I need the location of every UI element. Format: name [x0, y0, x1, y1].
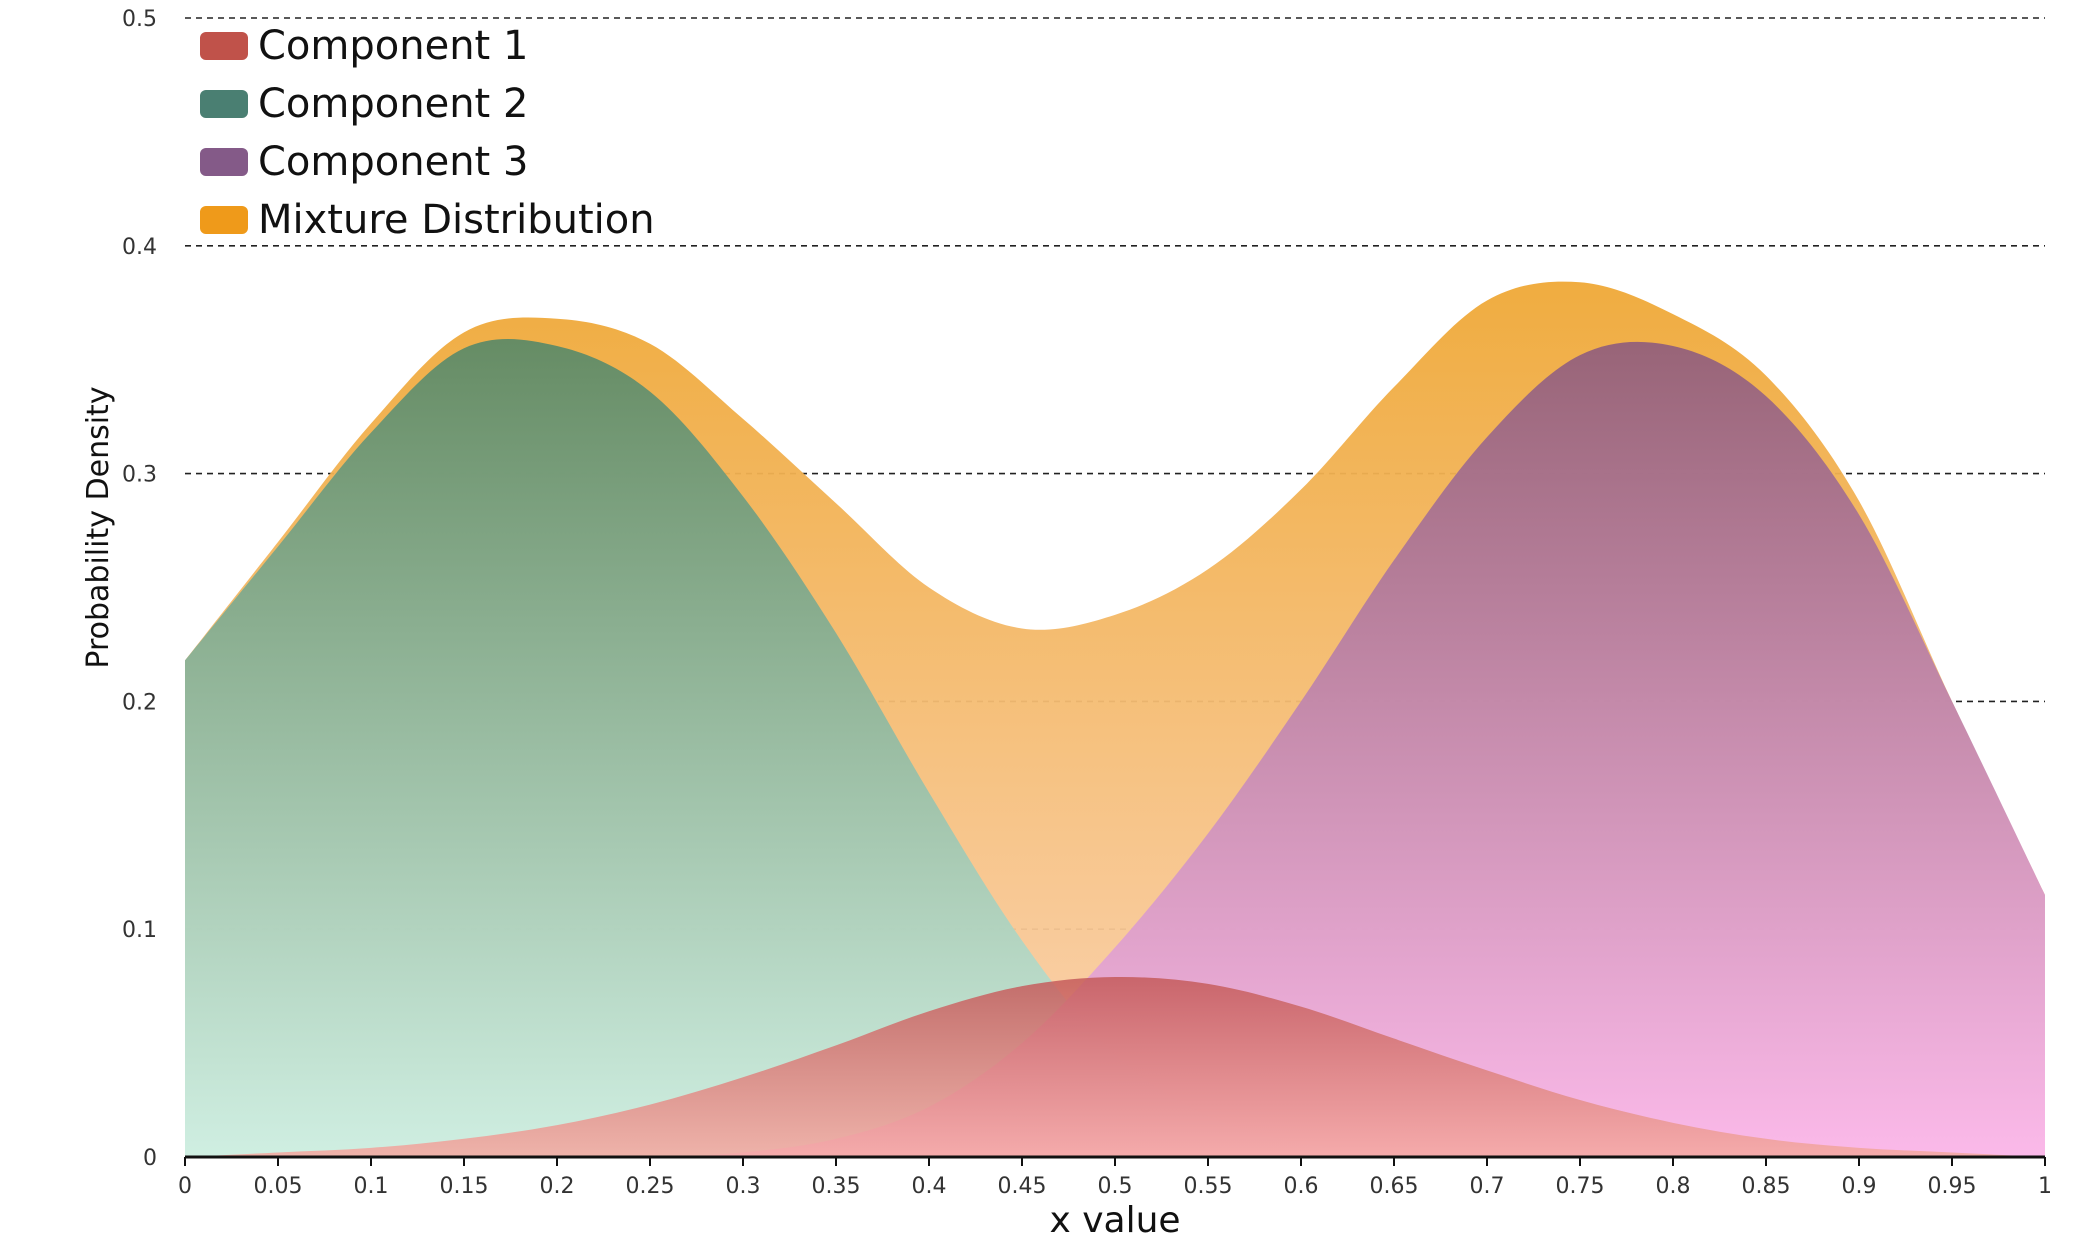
legend-swatch: [200, 206, 248, 234]
x-tick-label: 0.8: [1656, 1174, 1691, 1199]
x-tick-label: 0.95: [1928, 1174, 1977, 1199]
x-tick-label: 0.75: [1556, 1174, 1605, 1199]
area-component-3: [185, 341, 2045, 1157]
x-tick-label: 0.9: [1842, 1174, 1877, 1199]
x-tick-label: 0.4: [912, 1174, 947, 1199]
y-tick-label: 0.2: [122, 690, 157, 715]
y-tick-label: 0.4: [122, 235, 157, 260]
legend-swatch: [200, 32, 248, 60]
x-tick-label: 0.1: [354, 1174, 389, 1199]
area-component-1: [185, 976, 2045, 1157]
x-tick-label: 0.5: [1098, 1174, 1133, 1199]
x-tick-label: 0.45: [998, 1174, 1047, 1199]
y-axis-ticks: 0 0.1 0.2 0.3 0.4 0.5: [122, 7, 157, 1171]
x-tick-label: 0.7: [1470, 1174, 1505, 1199]
legend-label: Component 3: [258, 139, 528, 185]
legend-swatch: [200, 90, 248, 118]
y-tick-label: 0.3: [122, 463, 157, 488]
y-tick-label: 0.1: [122, 918, 157, 943]
x-tick-label: 0.6: [1284, 1174, 1319, 1199]
x-tick-label: 0.05: [254, 1174, 303, 1199]
legend-label: Component 1: [258, 23, 528, 69]
legend-swatch: [200, 148, 248, 176]
x-tick-label: 0.2: [540, 1174, 575, 1199]
legend-item-component-1: Component 1: [200, 23, 528, 69]
legend-label: Mixture Distribution: [258, 197, 655, 243]
y-tick-label: 0.5: [122, 7, 157, 32]
legend-item-component-3: Component 3: [200, 139, 528, 185]
density-areas: [185, 281, 2045, 1157]
x-tick-label: 0.55: [1184, 1174, 1233, 1199]
x-axis-ticks: 0 0.05 0.1 0.15 0.2 0.25 0.3 0.35 0.4 0.45 0.5 0.55…: [178, 1157, 2052, 1199]
legend-item-mixture-distribution: Mixture Distribution: [200, 197, 655, 243]
x-tick-label: 0.25: [626, 1174, 675, 1199]
axes: 0 0.05 0.1 0.15 0.2 0.25 0.3 0.35 0.4 0.45 0.5 0.55…: [81, 7, 2052, 1237]
x-axis-title: x value: [1049, 1200, 1180, 1237]
x-tick-label: 0.15: [440, 1174, 489, 1199]
x-tick-label: 0.65: [1370, 1174, 1419, 1199]
y-tick-label: 0: [143, 1146, 157, 1171]
legend-item-component-2: Component 2: [200, 81, 528, 127]
area-component-2: [185, 339, 2045, 1157]
y-axis-title: Probability Density: [81, 386, 116, 668]
x-tick-label: 0.35: [812, 1174, 861, 1199]
legend-label: Component 2: [258, 81, 528, 127]
x-tick-label: 0: [178, 1174, 192, 1199]
x-tick-label: 0.85: [1742, 1174, 1791, 1199]
x-tick-label: 0.3: [726, 1174, 761, 1199]
x-tick-label: 1: [2038, 1174, 2052, 1199]
legend: Component 1 Component 2 Component 3 Mixture…: [200, 23, 655, 243]
